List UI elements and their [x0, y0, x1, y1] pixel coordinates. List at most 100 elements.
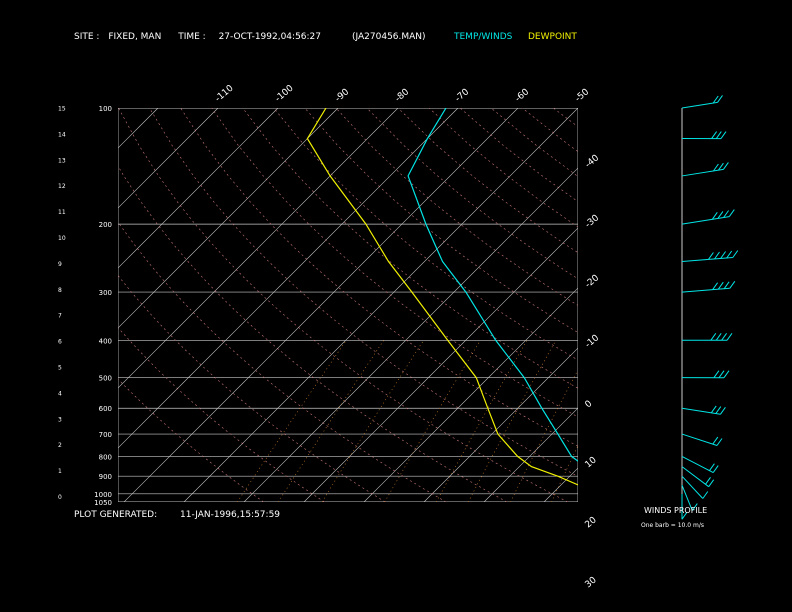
temp-tick-label: 0: [584, 399, 595, 411]
wind-barb-flag: [715, 406, 722, 414]
isotherm: [303, 227, 578, 502]
temp-tick-label: -90: [334, 87, 352, 104]
isotherm: [183, 108, 578, 502]
wind-barb: [681, 485, 693, 511]
wind-barb-flag: [717, 162, 724, 171]
legend-temp: TEMP/WINDS: [454, 32, 513, 42]
temp-tick-label: 30: [584, 575, 599, 590]
dry-adiabat: [149, 108, 578, 477]
temp-tick-label: -30: [584, 213, 602, 230]
wind-barb-flag: [711, 212, 718, 220]
temp-tick-label: 20: [584, 515, 599, 530]
temp-tick-label: -100: [274, 83, 296, 104]
dry-adiabat: [678, 108, 792, 502]
wind-barb-flag: [726, 333, 733, 341]
dry-adiabat: [211, 108, 578, 418]
wind-barb: [681, 433, 718, 446]
isotherm-grid: [0, 108, 792, 502]
wind-barb-flag: [712, 282, 719, 290]
wind-barb: [681, 466, 710, 488]
height-tick-label: 3: [58, 416, 62, 423]
wind-barb-flag: [705, 477, 711, 485]
wind-barb-flag: [710, 333, 717, 341]
wind-barb-flag: [707, 252, 714, 260]
mixing-ratio-line: [321, 340, 424, 502]
height-tick-label: 0: [58, 494, 62, 501]
dry-adiabat: [584, 108, 792, 502]
height-tick-label: 11: [58, 209, 66, 216]
plot-generated-value: 11-JAN-1996,15:57:59: [180, 510, 281, 520]
isotherm: [543, 467, 578, 502]
temp-tick-label: -10: [584, 333, 602, 350]
wind-barb-flag: [712, 95, 719, 104]
dry-adiabat: [118, 165, 508, 502]
pressure-tick-label: 100: [99, 105, 112, 113]
dry-adiabat: [366, 108, 578, 280]
height-tick-label: 10: [58, 235, 66, 242]
file-name: (JA270456.MAN): [352, 32, 426, 42]
wind-barb-flag: [712, 163, 719, 172]
dry-adiabat: [118, 327, 325, 502]
wind-barb: [681, 475, 704, 499]
height-tick-label: 6: [58, 339, 62, 346]
pressure-tick-label: 500: [99, 375, 112, 383]
temp-tick-label: -80: [394, 87, 412, 104]
isotherm: [0, 108, 38, 502]
height-tick-label: 1: [58, 468, 62, 475]
wind-barb-flag: [717, 281, 724, 290]
wind-barb-flag: [732, 250, 739, 258]
height-tick-label: 2: [58, 442, 62, 449]
temp-tick-label: -70: [454, 87, 472, 104]
isotherm: [118, 108, 159, 149]
wind-barb-flag: [681, 511, 688, 520]
wind-barb-flag: [721, 333, 728, 341]
height-tick-label: 13: [58, 157, 66, 164]
temp-tick-label: -20: [584, 273, 602, 290]
mixing-ratio-line: [510, 369, 578, 502]
wind-barb-flag: [723, 370, 730, 378]
dry-adiabat: [118, 378, 264, 502]
wind-barb-flag: [713, 370, 720, 378]
height-tick-label: 9: [58, 261, 62, 268]
wind-barb: [681, 407, 721, 415]
isotherm: [118, 108, 399, 389]
wind-barb-flag: [726, 250, 733, 259]
height-tick-label: 7: [58, 313, 62, 320]
wind-barb-flag: [712, 465, 719, 473]
wind-barb-flag: [720, 131, 727, 139]
pressure-tick-label: 200: [99, 221, 112, 229]
pressure-tick-label: 700: [99, 431, 112, 439]
isotherm: [118, 108, 279, 269]
temp-tick-label: -40: [584, 153, 602, 170]
wind-barb: [681, 287, 730, 293]
mixing-ratio-line: [551, 444, 578, 502]
wind-barb-flag: [708, 463, 715, 471]
plot-generated-label: PLOT GENERATED:: [74, 510, 158, 520]
isotherm: [118, 108, 339, 329]
height-tick-label: 4: [58, 390, 62, 397]
site-label: SITE :: [74, 32, 100, 42]
wind-barb-flag: [708, 479, 715, 487]
height-tick-label: 14: [58, 131, 66, 138]
wind-barb-flag: [719, 407, 726, 415]
mixing-ratio-line: [589, 340, 664, 502]
winds-profile: [681, 95, 739, 520]
series-line-dewpoint: [306, 108, 578, 486]
wind-barb: [681, 101, 718, 109]
isotherm: [423, 347, 578, 502]
pressure-tick-label: 1050: [94, 499, 112, 507]
wind-barb-flag: [723, 281, 730, 290]
height-tick-label: 5: [58, 365, 62, 372]
wind-barb-flag: [691, 503, 698, 511]
pressure-tick-label: 900: [99, 473, 112, 481]
isotherm: [604, 108, 792, 502]
winds-profile-title: WINDS PROFILE: [644, 506, 708, 515]
wind-barb-flag: [712, 436, 719, 445]
isotherm: [118, 108, 459, 449]
series-line-temp: [407, 108, 578, 462]
wind-barb-flag: [720, 251, 727, 259]
isotherm: [0, 108, 98, 502]
temp-tick-label: -60: [514, 87, 532, 104]
